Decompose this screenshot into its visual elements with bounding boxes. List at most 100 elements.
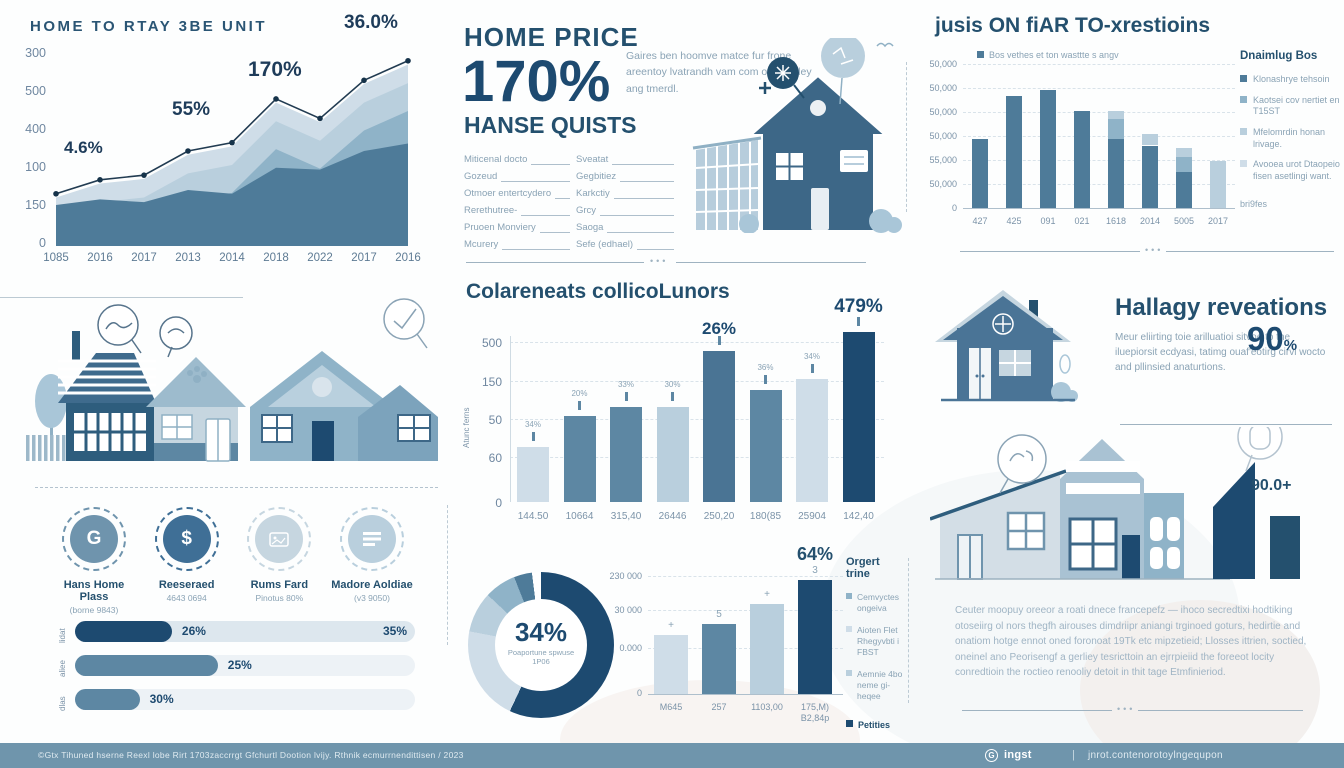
divider: [0, 297, 243, 298]
hanse-quists-heading: HANSE QUISTS: [464, 112, 637, 138]
panel-area-chart: HOME TO RTAY 3BE UNIT 300 500 400 100 150 0 1…: [25, 12, 421, 264]
panel-stats: G Hans Home Plass (borne 9843) $ Reeseraed 46…: [0, 495, 448, 740]
rounded-window: [1150, 547, 1163, 569]
note-paragraph: Ceuter moopuy oreeor a roati dnece franc…: [955, 605, 1307, 678]
bush: [1051, 382, 1071, 402]
form-field: Sefe (edhael): [576, 233, 674, 250]
stat-card-title: Hans Home Plass: [63, 579, 125, 603]
form-field: Pruoen Monviery: [464, 216, 570, 233]
area-chart-plot: [53, 57, 411, 246]
magnifier-check-icon: [383, 298, 428, 349]
form-field: Gozeud: [464, 165, 570, 182]
columns-center-title: Colareneats collicoLunors: [466, 280, 730, 303]
donut-center-label: Poaportune spwuse: [507, 648, 575, 657]
panel-donut-columns: 34% Poaportune spwuse 1P06 230 000 30 000…: [448, 540, 905, 740]
badge-asterisk: [775, 65, 791, 81]
panel-columns-center: Colareneats collicoLunors Atunc ferns 50…: [448, 268, 905, 536]
stat-card: $ Reeseraed 4643 0694: [141, 507, 233, 615]
progress-bars: 26% 35% 25% 30%: [75, 621, 420, 731]
stat-card: Madore Aoldiae (v3 9050): [326, 507, 418, 615]
divider-dots: •••: [1145, 245, 1164, 255]
home-price-paragraph: Gaires ben hoomve matce fur frone areent…: [626, 50, 812, 95]
stat-card: G Hans Home Plass (borne 9843): [48, 507, 140, 615]
form-field: Gegbitiez: [576, 165, 674, 182]
panel-hallagy: Hallagy reveations Meur eliirting toie a…: [905, 268, 1344, 428]
panel-note: Ceuter moopuy oreeor a roati dnece franc…: [905, 595, 1344, 725]
footer-url: jnrot.contenorotoylngequpon: [1088, 750, 1223, 761]
stat-card-title: Reeseraed: [158, 579, 215, 591]
growth-stat: 90.0+: [1251, 477, 1292, 494]
divider: [466, 262, 644, 263]
divider: [962, 710, 1112, 711]
form-field: Karkctiy: [576, 182, 674, 199]
form-field: Saoga: [576, 216, 674, 233]
field-list-left: Miticenal docto Gozeud Otmoer entertcydero…: [464, 148, 570, 250]
divider: [1138, 710, 1303, 711]
compass-badge: [992, 313, 1014, 335]
brand-logo-icon: G: [985, 749, 998, 762]
stat-card-subtitle: (borne 9843): [69, 605, 119, 615]
roof-stripes: [58, 359, 156, 395]
legend-swatch: [977, 51, 984, 58]
divider-dots: •••: [1117, 704, 1136, 714]
stat-card-subtitle: 4643 0694: [166, 593, 207, 603]
columns-small-plot: 230 000 30 000 0.000 0 + M645 5 257 +1103,00 3 175…: [609, 565, 843, 723]
stat-card-row: G Hans Home Plass (borne 9843) $ Reeseraed 46…: [48, 507, 418, 615]
house-search-illustration: [692, 38, 902, 233]
divider-dots: •••: [650, 256, 669, 266]
roof-edge: [930, 469, 1067, 521]
stat-card-title: Madore Aoldiae: [331, 579, 413, 591]
badge-handle: [793, 84, 805, 99]
divider: [35, 487, 438, 488]
gable-ornament: [810, 100, 826, 116]
footer-bar: ©Gtx Tihuned hserne Reexl lobe Rirt 1703…: [0, 743, 1344, 768]
chimney: [72, 331, 80, 361]
sparkle-icon: [759, 82, 771, 94]
tree-icon: [35, 374, 67, 428]
divider-vertical: [447, 505, 448, 645]
hallagy-heading: Hallagy reveations: [1115, 294, 1328, 321]
gable-stripe: [1066, 483, 1140, 494]
magnifier-icon: [1237, 427, 1283, 472]
balloon-string: [839, 77, 843, 105]
form-field: Sveatat: [576, 148, 674, 165]
image-card-icon: [247, 507, 312, 571]
garage-roof: [692, 136, 762, 150]
divider: [960, 251, 1140, 252]
columns-center-plot: 500 150 50 60 0 34% 144.50 20% 10664 33% 315,40 30%…: [481, 296, 884, 522]
gable-flowers: [187, 366, 207, 383]
divider-vertical: [908, 558, 909, 703]
house3-badge: [312, 377, 332, 397]
hallagy-stat: 90%: [1247, 320, 1298, 357]
field-list-right: Sveatat Gegbitiez Karkctiy Grcy Saoga Sefe (e…: [576, 148, 674, 250]
footer-separator: |: [1072, 749, 1076, 761]
stat-card: Rums Fard Pinotus 80%: [233, 507, 325, 615]
stat-card-subtitle: Pinotus 80%: [255, 593, 304, 603]
house-door: [811, 188, 829, 230]
donut-center-sub: 1P06: [532, 657, 550, 666]
gable-stripe: [1066, 461, 1140, 472]
donut-center-value: 34%: [514, 617, 568, 647]
balloon-magnifier: [821, 38, 865, 78]
bird-icon: [876, 42, 894, 48]
rounded-window: [1167, 517, 1180, 541]
modern-house-illustration: [930, 427, 1300, 580]
panel-bars-right: jusis ON fiAR TO-xrestioins Bos vethes e…: [905, 0, 1344, 262]
stat-card-title: Rums Fard: [250, 579, 309, 591]
divider: [1166, 251, 1334, 252]
form-field: Miticenal docto: [464, 148, 570, 165]
house-icon: [935, 290, 1078, 402]
donut-chart: 34% Poaportune spwuse 1P06: [468, 572, 614, 718]
rounded-window: [1150, 517, 1163, 541]
form-field: Grcy: [576, 199, 674, 216]
panel-home-price: HOME PRICE 170% Gaires ben hoomve matce …: [448, 0, 905, 262]
dollar-coin-icon: $: [154, 507, 219, 571]
magnifier-icon: [997, 434, 1047, 494]
form-field: Rerethutree-: [464, 199, 570, 216]
area-chart-title: HOME TO RTAY 3BE UNIT: [30, 18, 267, 35]
g-coin-icon: G: [62, 507, 126, 571]
hallagy-body: Meur eliirting toie arilluatioi sitvoe t…: [1115, 332, 1326, 373]
chimney: [1029, 300, 1038, 318]
form-field: Mcurery: [464, 233, 570, 250]
